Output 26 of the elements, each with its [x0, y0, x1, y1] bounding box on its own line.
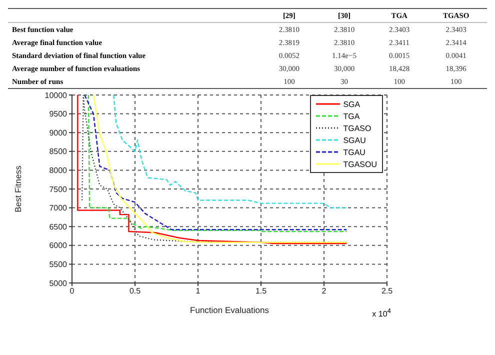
legend-label: TGASOU — [343, 160, 377, 168]
x-tick-label: 0 — [70, 286, 75, 296]
y-tick-label: 10000 — [44, 90, 68, 100]
y-axis-title: Best Fitness — [13, 166, 24, 212]
y-tick-label: 8500 — [49, 147, 68, 156]
x-tick-label: 1.5 — [255, 286, 268, 296]
legend-label: TGASO — [343, 124, 372, 132]
y-tick-label: 7000 — [49, 204, 68, 213]
y-tick-label: 8000 — [49, 166, 68, 176]
x-tick-label: 0.5 — [129, 286, 142, 296]
y-tick-label: 9500 — [49, 110, 68, 119]
x-axis-title: Function Evaluations — [190, 305, 269, 315]
x-tick-label: 2 — [322, 286, 327, 296]
text: x 10$^{4}$ — [372, 308, 391, 319]
y-tick-label: 9000 — [49, 128, 68, 138]
x-tick-label: 2.5 — [381, 286, 394, 296]
legend-label: SGA — [343, 100, 360, 108]
y-tick-label: 7500 — [49, 184, 68, 194]
y-tick-label: 5000 — [49, 278, 68, 288]
legend-label: TGA — [343, 112, 360, 120]
legend-label: TGAU — [343, 148, 366, 156]
legend-label: SGAU — [343, 136, 366, 144]
y-tick-label: 6500 — [49, 222, 68, 232]
x-tick-label: 1 — [196, 286, 201, 296]
y-tick-label: 6000 — [49, 241, 68, 250]
y-tick-label: 5500 — [49, 260, 68, 270]
